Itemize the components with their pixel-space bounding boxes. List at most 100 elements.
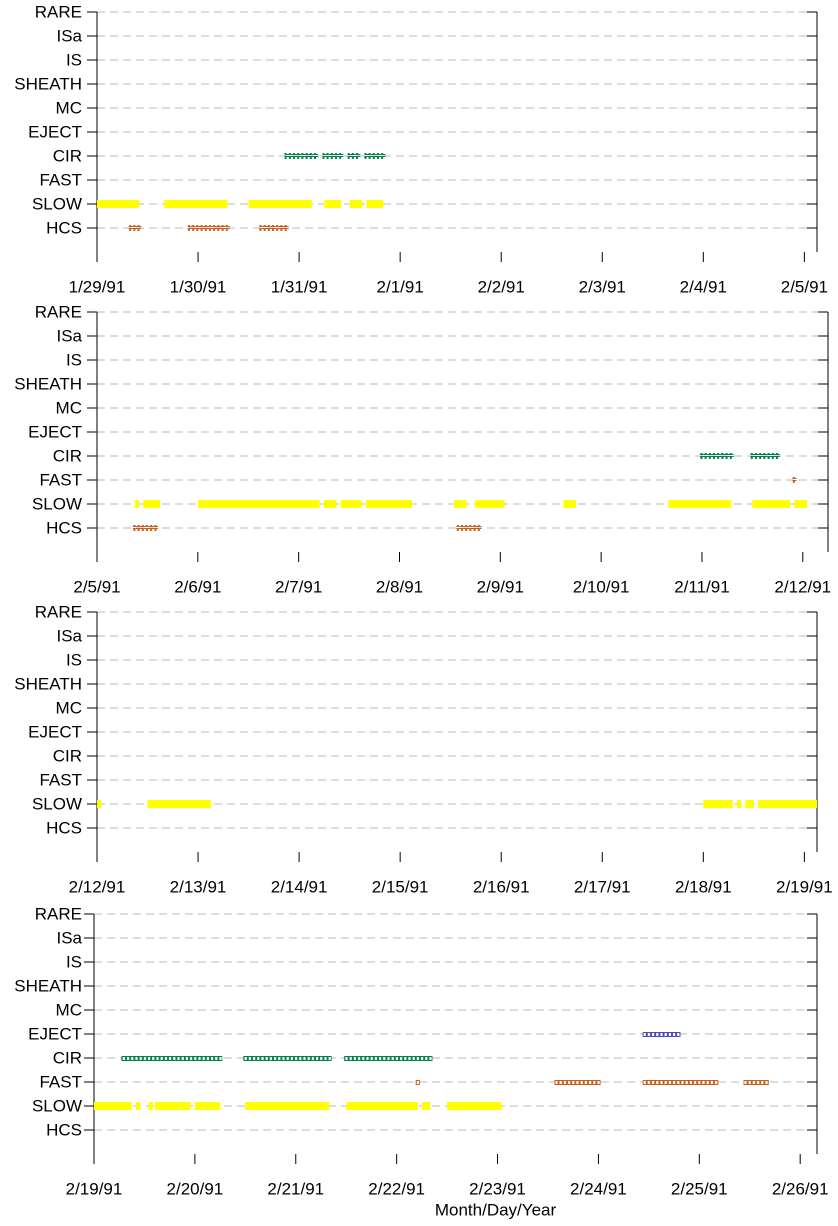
y-tick-label: HCS (46, 518, 82, 537)
event-markers (344, 1055, 433, 1061)
y-tick-label: EJECT (28, 722, 82, 741)
y-tick-label: CIR (53, 146, 82, 165)
y-tick-label: MC (56, 398, 82, 417)
y-tick-label: CIR (53, 446, 82, 465)
y-tick-label: ISa (56, 928, 82, 947)
slow-bar (475, 500, 505, 508)
slow-bar (758, 800, 817, 808)
y-tick-label: FAST (39, 770, 82, 789)
x-tick-label: 2/11/91 (674, 577, 729, 596)
x-tick-label: 2/21/91 (267, 1179, 324, 1198)
slow-bar (324, 200, 342, 208)
slow-bar (563, 500, 576, 508)
event-markers (243, 1055, 332, 1061)
x-tick-label: 2/22/91 (368, 1179, 425, 1198)
y-tick-label: SLOW (32, 194, 82, 213)
y-tick-label: HCS (46, 1120, 82, 1139)
slow-bar (668, 500, 732, 508)
x-tick-label: 2/1/91 (377, 277, 424, 296)
y-tick-label: FAST (39, 470, 82, 489)
y-tick-label: SHEATH (14, 74, 82, 93)
y-tick-label: SHEATH (14, 374, 82, 393)
y-tick-label: MC (56, 1000, 82, 1019)
event-markers (743, 1079, 757, 1085)
y-tick-label: RARE (35, 302, 82, 321)
y-tick-label: HCS (46, 218, 82, 237)
x-axis-label: Month/Day/Year (435, 1200, 557, 1219)
x-tick-label: 2/24/91 (570, 1179, 627, 1198)
slow-bar (366, 200, 384, 208)
x-tick-label: 2/2/91 (478, 277, 525, 296)
slow-bar (346, 1102, 418, 1110)
y-tick-label: SLOW (32, 494, 82, 513)
slow-bar (365, 500, 413, 508)
slow-bar (197, 500, 320, 508)
event-markers (259, 225, 289, 231)
slow-bar (154, 1102, 191, 1110)
slow-bar (454, 500, 467, 508)
x-tick-label: 2/7/91 (275, 577, 322, 596)
y-tick-label: EJECT (28, 122, 82, 141)
y-tick-label: EJECT (28, 1024, 82, 1043)
slow-bar (323, 500, 337, 508)
y-tick-label: IS (66, 50, 82, 69)
slow-bar (248, 200, 312, 208)
event-markers (187, 225, 230, 231)
x-tick-label: 1/31/91 (271, 277, 328, 296)
x-tick-label: 2/12/91 (774, 577, 831, 596)
x-tick-label: 2/23/91 (469, 1179, 526, 1198)
x-tick-label: 2/6/91 (174, 577, 221, 596)
y-tick-label: MC (56, 698, 82, 717)
x-tick-label: 2/5/91 (781, 277, 828, 296)
x-tick-label: 1/29/91 (69, 277, 126, 296)
x-tick-label: 2/16/91 (473, 877, 530, 896)
y-tick-label: RARE (35, 602, 82, 621)
event-markers (322, 153, 344, 159)
slow-bar (97, 800, 102, 808)
y-tick-label: SLOW (32, 794, 82, 813)
x-tick-label: 2/8/91 (376, 577, 423, 596)
slow-bar (447, 1102, 502, 1110)
y-tick-label: SHEATH (14, 674, 82, 693)
y-tick-label: SHEATH (14, 976, 82, 995)
event-markers (750, 453, 780, 459)
event-markers (128, 225, 142, 231)
event-markers (642, 1079, 719, 1085)
event-markers (699, 453, 734, 459)
y-tick-label: ISa (56, 26, 82, 45)
slow-bar (148, 1102, 153, 1110)
event-markers (554, 1079, 601, 1085)
y-tick-label: FAST (39, 170, 82, 189)
y-tick-label: HCS (46, 818, 82, 837)
slow-bar (97, 200, 140, 208)
event-markers (121, 1055, 135, 1061)
y-tick-label: MC (56, 98, 82, 117)
y-tick-label: ISa (56, 326, 82, 345)
x-tick-label: 2/10/91 (573, 577, 630, 596)
event-markers (792, 477, 797, 483)
x-tick-label: 2/3/91 (579, 277, 626, 296)
x-tick-label: 2/12/91 (69, 877, 126, 896)
x-tick-label: 2/15/91 (372, 877, 429, 896)
y-tick-label: CIR (53, 1048, 82, 1067)
x-tick-label: 1/30/91 (170, 277, 227, 296)
y-tick-label: FAST (39, 1072, 82, 1091)
y-tick-label: RARE (35, 904, 82, 923)
x-tick-label: 2/17/91 (574, 877, 631, 896)
slow-bar (421, 1102, 431, 1110)
slow-bar (752, 500, 791, 508)
slow-bar (703, 800, 733, 808)
y-tick-label: ISa (56, 626, 82, 645)
event-markers (364, 153, 386, 159)
y-tick-label: CIR (53, 746, 82, 765)
slow-bar (143, 500, 161, 508)
slow-bar (794, 500, 807, 508)
slow-bar (349, 200, 363, 208)
event-markers (415, 1079, 420, 1085)
x-tick-label: 2/25/91 (671, 1179, 728, 1198)
slow-bar (94, 1102, 132, 1110)
x-tick-label: 2/19/91 (66, 1179, 123, 1198)
x-tick-label: 2/13/91 (170, 877, 227, 896)
slow-bar (164, 200, 228, 208)
y-tick-label: IS (66, 350, 82, 369)
